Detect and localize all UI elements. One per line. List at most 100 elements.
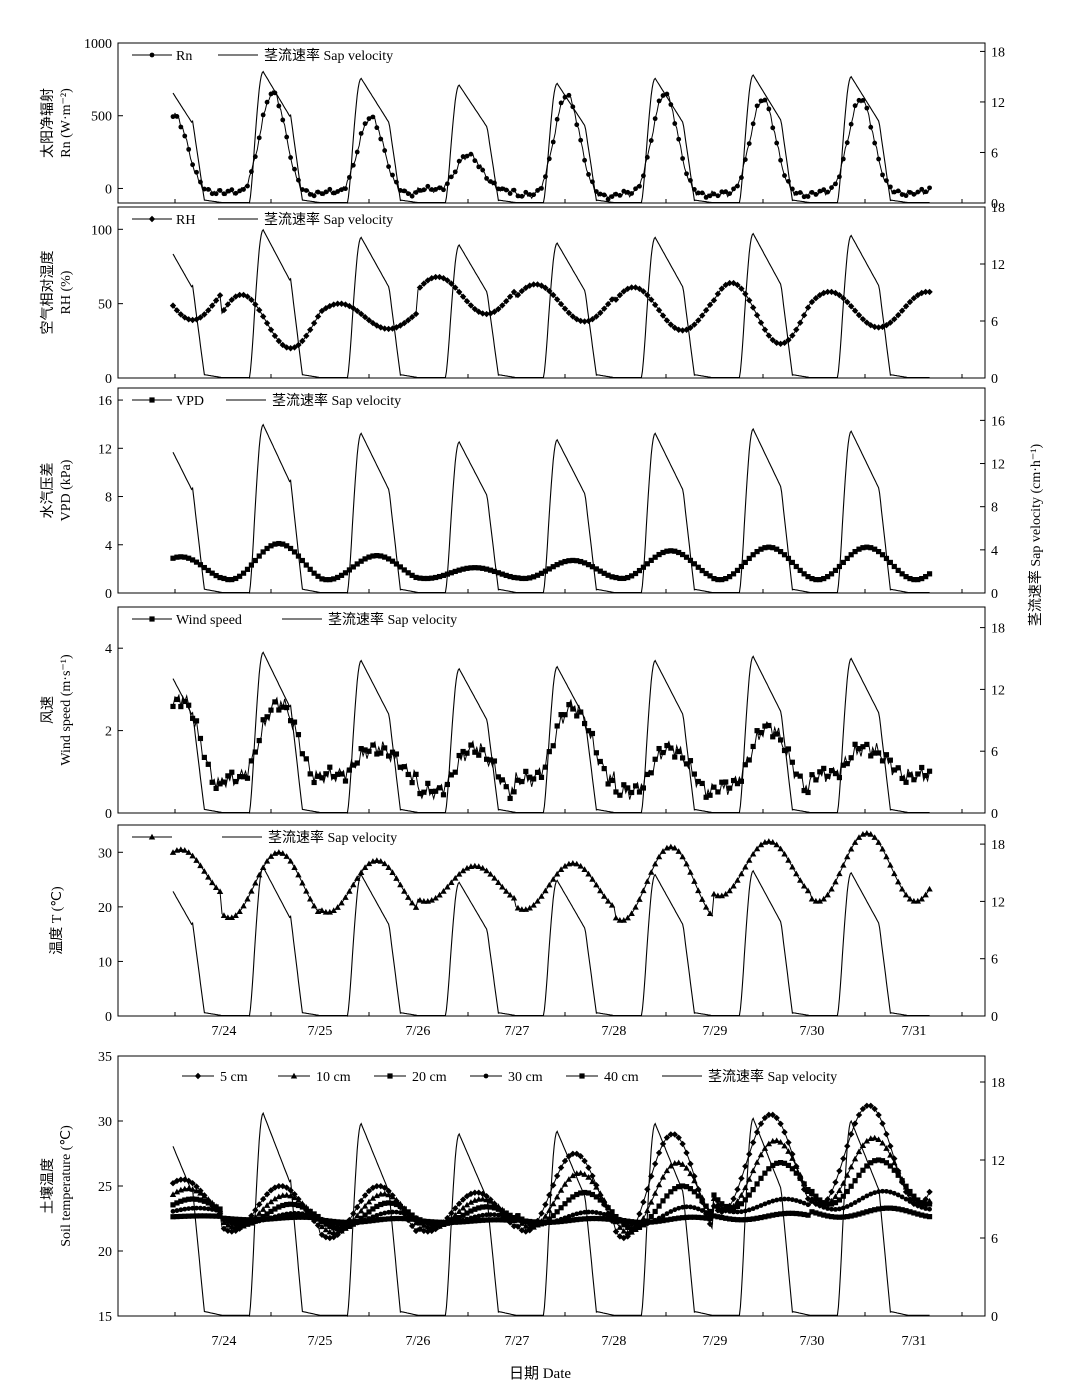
soil-20cm-series-point xyxy=(872,1158,878,1164)
temp-series-point xyxy=(542,887,549,894)
soil-20cm-series-point xyxy=(174,1200,180,1206)
soil-20cm-series-point xyxy=(484,1204,490,1210)
soil-5cm-series-point xyxy=(267,1187,275,1194)
soil-20cm-series-point xyxy=(903,1183,909,1189)
wind-series-point xyxy=(225,773,231,779)
soil-40cm-series-point xyxy=(252,1217,258,1223)
rh-series-point xyxy=(742,290,749,298)
wind-series-point xyxy=(237,773,243,780)
rh-series-point xyxy=(550,291,557,299)
left-tick-label-vpd: 8 xyxy=(105,491,112,506)
vpd-series-point xyxy=(664,548,670,554)
rn-series-point xyxy=(382,148,388,153)
soil-40cm-series-point xyxy=(433,1219,439,1225)
rn-series-point xyxy=(429,187,435,192)
rh-series-point xyxy=(232,293,239,300)
vpd-series-point xyxy=(554,562,560,568)
left-tick-label-rn: 500 xyxy=(91,110,112,125)
soil-5cm-series-point xyxy=(781,1128,788,1136)
soil-30cm-series-point xyxy=(735,1209,740,1215)
rn-series-point xyxy=(299,187,305,192)
rh-series-point xyxy=(553,296,561,303)
rh-series-point xyxy=(714,290,722,298)
soil-20cm-series-point xyxy=(766,1166,772,1172)
soil-30cm-series-point xyxy=(707,1212,713,1218)
rn-series-point xyxy=(205,187,211,192)
soil-10cm-series-point xyxy=(863,1137,871,1144)
soil-20cm-series-point xyxy=(562,1201,568,1207)
rh-series-point xyxy=(248,296,255,304)
soil-30cm-series-point xyxy=(296,1210,301,1216)
soil-40cm-series-point xyxy=(354,1219,360,1225)
wind-series-point xyxy=(774,731,780,737)
soil-40cm-series-point xyxy=(609,1217,615,1223)
rh-series-point xyxy=(828,288,835,296)
rn-series-point xyxy=(786,178,791,184)
vpd-series-point xyxy=(519,575,525,582)
soil-40cm-series-point xyxy=(448,1219,454,1225)
legend-label-soil: 20 cm xyxy=(412,1070,447,1085)
soil-10cm-series-point xyxy=(883,1145,890,1151)
soil-40cm-series-point xyxy=(331,1218,337,1225)
wind-series-point xyxy=(397,764,403,770)
soil-30cm-series-point xyxy=(868,1191,874,1197)
soil-20cm-series-point xyxy=(570,1194,576,1200)
rn-series-point xyxy=(264,99,270,105)
soil-40cm-series-point xyxy=(311,1215,317,1221)
wind-series-point xyxy=(770,734,776,740)
rh-series-point xyxy=(479,310,486,317)
vpd-series-point xyxy=(601,570,607,576)
rn-series-point xyxy=(809,189,815,195)
wind-series-point xyxy=(252,749,258,755)
vpd-series-point xyxy=(205,567,211,574)
soil-10cm-series-point xyxy=(271,1195,279,1202)
rh-series-point xyxy=(632,284,639,291)
soil-40cm-series-point xyxy=(362,1218,368,1225)
soil-30cm-series-point xyxy=(880,1188,885,1194)
soil-30cm-series-point xyxy=(703,1210,709,1215)
temp-series-point xyxy=(675,848,682,854)
rn-series-point xyxy=(680,156,685,161)
temp-series-point xyxy=(471,862,479,869)
temp-series-point xyxy=(702,903,710,910)
wind-series-point xyxy=(386,753,392,759)
soil-40cm-series-point xyxy=(546,1219,552,1225)
plot-frame-wind xyxy=(117,606,986,814)
soil-40cm-series-point xyxy=(644,1219,650,1225)
wind-series-point xyxy=(879,758,886,764)
rh-series-point xyxy=(307,326,314,333)
temp-series-point xyxy=(310,902,318,909)
soil-40cm-series-point xyxy=(284,1215,290,1221)
soil-40cm-series-point xyxy=(746,1216,752,1222)
rn-series-point xyxy=(793,190,799,196)
soil-40cm-series-point xyxy=(766,1213,772,1219)
soil-40cm-series-point xyxy=(687,1214,694,1220)
rh-series-point xyxy=(655,307,663,314)
soil-30cm-series-point xyxy=(860,1195,866,1201)
date-tick-label: 7/27 xyxy=(505,1334,530,1349)
soil-20cm-series-point xyxy=(825,1201,831,1207)
rh-series-point xyxy=(467,302,475,309)
wind-series-point xyxy=(585,728,592,734)
vpd-series-point xyxy=(221,575,227,582)
soil-30cm-series-point xyxy=(727,1208,733,1214)
soil-40cm-series-point xyxy=(229,1216,235,1222)
legend-marker-soil xyxy=(483,1073,489,1079)
soil-5cm-series-point xyxy=(730,1195,737,1202)
temp-series-point xyxy=(593,881,600,888)
y-axis-title-rn: 太阳净辐射 xyxy=(40,88,56,158)
temp-series-point xyxy=(695,887,702,894)
wind-series-point xyxy=(284,705,290,711)
wind-series-point xyxy=(632,783,639,789)
temp-series-point xyxy=(749,850,757,857)
soil-20cm-series-point xyxy=(856,1172,862,1178)
soil-20cm-series-point xyxy=(695,1193,701,1199)
vpd-series-point xyxy=(742,559,748,566)
wind-series-point xyxy=(354,760,360,766)
legend-sap-label-rh: 茎流速率 Sap velocity xyxy=(264,211,393,228)
soil-5cm-series-point xyxy=(734,1186,741,1193)
vpd-series-point xyxy=(397,564,403,570)
soil-5cm-series-point xyxy=(757,1120,765,1128)
vpd-series-point xyxy=(268,543,274,549)
wind-series-point xyxy=(907,772,913,778)
